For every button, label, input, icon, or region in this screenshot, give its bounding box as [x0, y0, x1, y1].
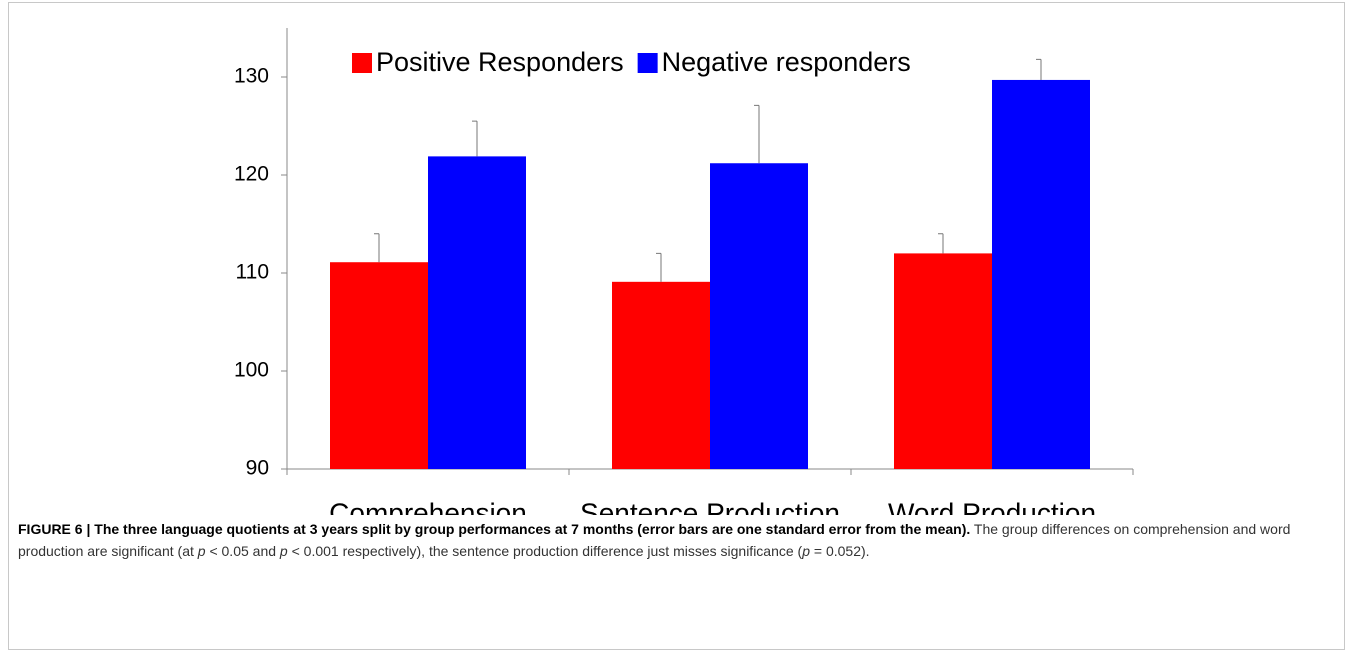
- error-bar: [656, 252, 662, 282]
- caption-text: < 0.001 respectively), the sentence prod…: [287, 542, 803, 559]
- x-tick-label: Sentence Production: [580, 497, 840, 515]
- caption-text: The group differences on comprehension a…: [18, 521, 1291, 559]
- caption-text: p: [802, 542, 811, 559]
- chart: 90 100 110 120 130 Comprehension Sentence Prod…: [234, 28, 1134, 515]
- y-tick-label: 90: [246, 457, 269, 480]
- bar: [894, 253, 992, 469]
- error-bar: [1036, 58, 1042, 80]
- caption: FIGURE 6 | The three language quotients …: [18, 519, 1340, 562]
- caption-text: < 0.05 and: [205, 542, 280, 559]
- error-bar: [472, 120, 478, 157]
- bar: [428, 156, 526, 469]
- bar: [710, 163, 808, 470]
- x-tick-label: Comprehension: [329, 497, 527, 515]
- bar: [330, 262, 428, 469]
- x-tick-label: Word Production: [888, 497, 1096, 515]
- legend-swatch: [352, 53, 372, 73]
- legend-swatch: [637, 53, 658, 73]
- y-tick-label: 130: [234, 65, 269, 88]
- caption-text: p: [279, 542, 288, 559]
- y-tick-label: 100: [234, 359, 269, 382]
- legend-label: Negative responders: [662, 47, 911, 77]
- y-tick-label: 110: [236, 261, 269, 284]
- error-bar: [754, 104, 760, 164]
- error-bar: [374, 233, 380, 263]
- caption-label: FIGURE 6 | The three language quotients …: [18, 521, 971, 537]
- bar: [992, 79, 1090, 469]
- y-tick-label: 120: [234, 163, 269, 186]
- bar: [612, 281, 710, 469]
- figure-frame: [8, 2, 1345, 650]
- caption-text: = 0.052).: [810, 542, 870, 559]
- caption-text: p: [197, 542, 206, 559]
- legend-label: Positive Responders: [376, 47, 624, 77]
- error-bar: [938, 233, 944, 254]
